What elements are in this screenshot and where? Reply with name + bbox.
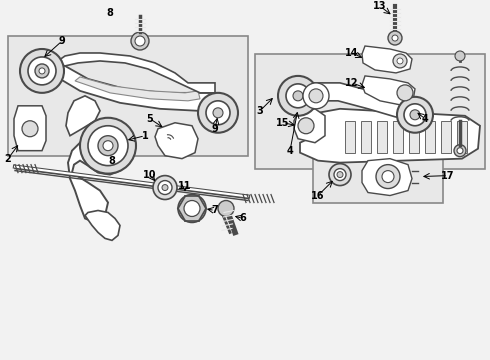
Circle shape (213, 108, 223, 118)
Circle shape (22, 121, 38, 137)
Circle shape (28, 57, 56, 85)
Polygon shape (294, 109, 325, 143)
Circle shape (178, 194, 206, 222)
Text: 10: 10 (143, 170, 157, 180)
Circle shape (397, 97, 433, 133)
Bar (345, 121, 355, 153)
Polygon shape (362, 46, 412, 73)
Circle shape (162, 185, 168, 190)
Circle shape (206, 101, 230, 125)
Text: 9: 9 (212, 124, 219, 134)
Polygon shape (55, 63, 215, 111)
Polygon shape (14, 106, 46, 151)
Circle shape (278, 76, 318, 116)
Text: 5: 5 (147, 114, 153, 124)
Bar (393, 121, 403, 153)
Circle shape (218, 201, 234, 216)
Circle shape (329, 164, 351, 185)
Text: 17: 17 (441, 171, 455, 181)
Circle shape (98, 136, 118, 156)
Circle shape (388, 31, 402, 45)
Circle shape (404, 104, 426, 126)
Text: 6: 6 (240, 213, 246, 224)
Text: 9: 9 (59, 36, 65, 46)
Circle shape (376, 165, 400, 189)
Circle shape (20, 49, 64, 93)
Circle shape (158, 181, 172, 194)
Polygon shape (312, 83, 415, 121)
Bar (409, 121, 419, 153)
Bar (255, 54, 485, 168)
Text: 16: 16 (311, 190, 325, 201)
Text: 15: 15 (276, 118, 290, 128)
Circle shape (334, 168, 346, 181)
Polygon shape (85, 211, 120, 240)
Circle shape (397, 85, 413, 101)
Text: 13: 13 (373, 1, 387, 11)
Polygon shape (68, 129, 132, 222)
Circle shape (397, 58, 403, 64)
Bar (377, 121, 387, 153)
Circle shape (298, 118, 314, 134)
Circle shape (135, 36, 145, 46)
Circle shape (39, 68, 45, 74)
Bar (457, 121, 467, 153)
Circle shape (80, 118, 136, 174)
Text: 3: 3 (257, 106, 264, 116)
Polygon shape (155, 123, 198, 159)
Bar (441, 121, 451, 153)
Text: 12: 12 (345, 78, 359, 88)
Circle shape (454, 145, 466, 157)
Text: 14: 14 (345, 48, 359, 58)
Bar (313, 148, 443, 203)
Text: 2: 2 (4, 154, 11, 164)
Bar (425, 121, 435, 153)
Polygon shape (362, 159, 412, 195)
Bar (8, 36, 248, 156)
Bar (361, 121, 371, 153)
Circle shape (103, 141, 113, 151)
Text: 8: 8 (106, 8, 114, 18)
Circle shape (337, 172, 343, 177)
Circle shape (153, 176, 177, 199)
Circle shape (198, 93, 238, 133)
Polygon shape (362, 76, 415, 105)
Circle shape (35, 64, 49, 78)
Text: 7: 7 (212, 206, 219, 216)
Circle shape (393, 54, 407, 68)
Circle shape (88, 126, 128, 166)
Text: 1: 1 (142, 131, 148, 141)
Polygon shape (66, 96, 100, 136)
Circle shape (382, 171, 394, 183)
Polygon shape (300, 109, 480, 163)
Circle shape (131, 32, 149, 50)
Circle shape (455, 51, 465, 61)
Circle shape (293, 91, 303, 101)
Circle shape (309, 89, 323, 103)
Text: 4: 4 (421, 114, 428, 124)
Circle shape (303, 83, 329, 109)
Polygon shape (55, 53, 215, 93)
Text: 8: 8 (109, 156, 116, 166)
Circle shape (184, 201, 200, 216)
Circle shape (410, 110, 420, 120)
Circle shape (286, 84, 310, 108)
Text: 11: 11 (178, 181, 192, 190)
Circle shape (457, 148, 463, 154)
Text: 4: 4 (287, 146, 294, 156)
Polygon shape (75, 77, 200, 101)
Circle shape (392, 35, 398, 41)
